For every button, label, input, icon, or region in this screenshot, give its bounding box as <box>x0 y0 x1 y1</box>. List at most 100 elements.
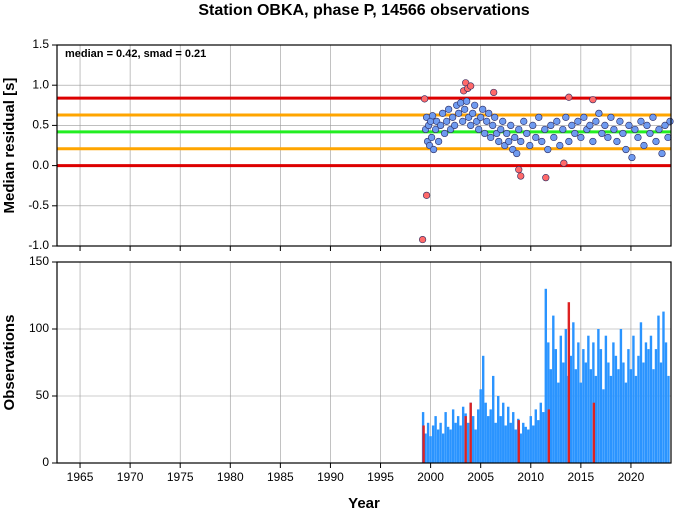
point <box>515 125 523 134</box>
point <box>483 117 491 125</box>
bar <box>637 355 640 463</box>
point <box>497 125 505 134</box>
bar <box>574 369 578 463</box>
point <box>439 109 447 117</box>
bar <box>594 375 598 463</box>
point <box>517 172 525 180</box>
point <box>490 88 498 97</box>
point <box>451 121 459 129</box>
bar <box>609 375 613 463</box>
point <box>437 121 445 129</box>
point <box>520 117 528 125</box>
bar <box>512 412 515 463</box>
point <box>430 145 438 154</box>
x-tick-label: 1970 <box>117 470 144 484</box>
point <box>542 174 550 182</box>
bar <box>602 389 605 463</box>
bar <box>659 362 663 463</box>
bar <box>587 335 590 463</box>
point <box>643 121 651 129</box>
bar <box>647 349 650 463</box>
y-axis-label: Observations <box>1 315 18 411</box>
x-tick-label: 1990 <box>317 470 344 484</box>
plot-frame <box>56 261 672 464</box>
annotation: median = 0.42, smad = 0.21 <box>65 48 206 60</box>
x-tick-label: 2000 <box>417 470 444 484</box>
bar <box>572 322 575 463</box>
point <box>441 129 449 138</box>
bar <box>454 422 457 463</box>
bar <box>547 342 550 463</box>
point <box>423 191 431 199</box>
bar <box>579 382 583 463</box>
point <box>610 125 618 134</box>
point <box>461 105 469 113</box>
bar <box>657 315 660 463</box>
point <box>503 129 511 138</box>
y-tick-label: -0.5 <box>28 198 49 212</box>
point <box>589 137 597 146</box>
bar <box>569 355 573 463</box>
bar <box>624 382 628 463</box>
chart-title: Station OBKA, phase P, 14566 observation… <box>198 2 529 19</box>
point <box>445 105 453 113</box>
bar <box>502 402 505 463</box>
bar <box>469 402 472 463</box>
point <box>499 117 507 125</box>
point <box>477 113 485 121</box>
bar <box>557 382 560 463</box>
point <box>541 125 549 134</box>
point <box>559 125 567 134</box>
point <box>526 141 534 150</box>
point <box>432 125 440 134</box>
bar <box>622 362 625 463</box>
point <box>467 82 475 90</box>
bar <box>597 329 600 463</box>
point <box>463 97 471 105</box>
bar <box>484 402 487 463</box>
point <box>664 133 672 142</box>
point <box>631 125 639 134</box>
point <box>652 137 660 146</box>
y-tick-label: 0.5 <box>32 118 49 132</box>
bar <box>549 369 553 463</box>
point <box>435 137 443 146</box>
point <box>640 141 648 150</box>
point <box>607 113 615 121</box>
point <box>634 133 642 142</box>
point <box>646 129 654 138</box>
bar <box>514 429 517 463</box>
point <box>562 113 570 121</box>
plot-frame <box>56 44 672 247</box>
bar <box>422 425 425 463</box>
bar <box>664 342 668 463</box>
x-tick-label: 1965 <box>67 470 94 484</box>
bar <box>619 329 623 463</box>
x-tick-label: 1980 <box>217 470 244 484</box>
point <box>544 145 552 154</box>
point <box>601 121 609 129</box>
bar <box>441 433 445 463</box>
y-tick-label: 50 <box>36 388 50 402</box>
point <box>457 99 465 107</box>
bar <box>552 315 555 463</box>
bar <box>634 375 638 463</box>
point <box>625 121 633 129</box>
bar <box>567 302 571 463</box>
bar <box>446 426 450 463</box>
bar <box>451 409 455 463</box>
point <box>568 121 576 129</box>
x-tick-label: 2005 <box>467 470 494 484</box>
bar <box>559 335 563 463</box>
point <box>547 121 555 129</box>
y-tick-label: -1.0 <box>28 238 49 252</box>
y-tick-label: 150 <box>29 254 49 268</box>
bar <box>504 425 507 463</box>
point <box>429 112 437 120</box>
point <box>505 137 513 146</box>
bar <box>461 406 465 463</box>
bar <box>479 389 482 463</box>
point <box>532 133 540 142</box>
bar <box>522 422 525 463</box>
point <box>507 121 515 129</box>
